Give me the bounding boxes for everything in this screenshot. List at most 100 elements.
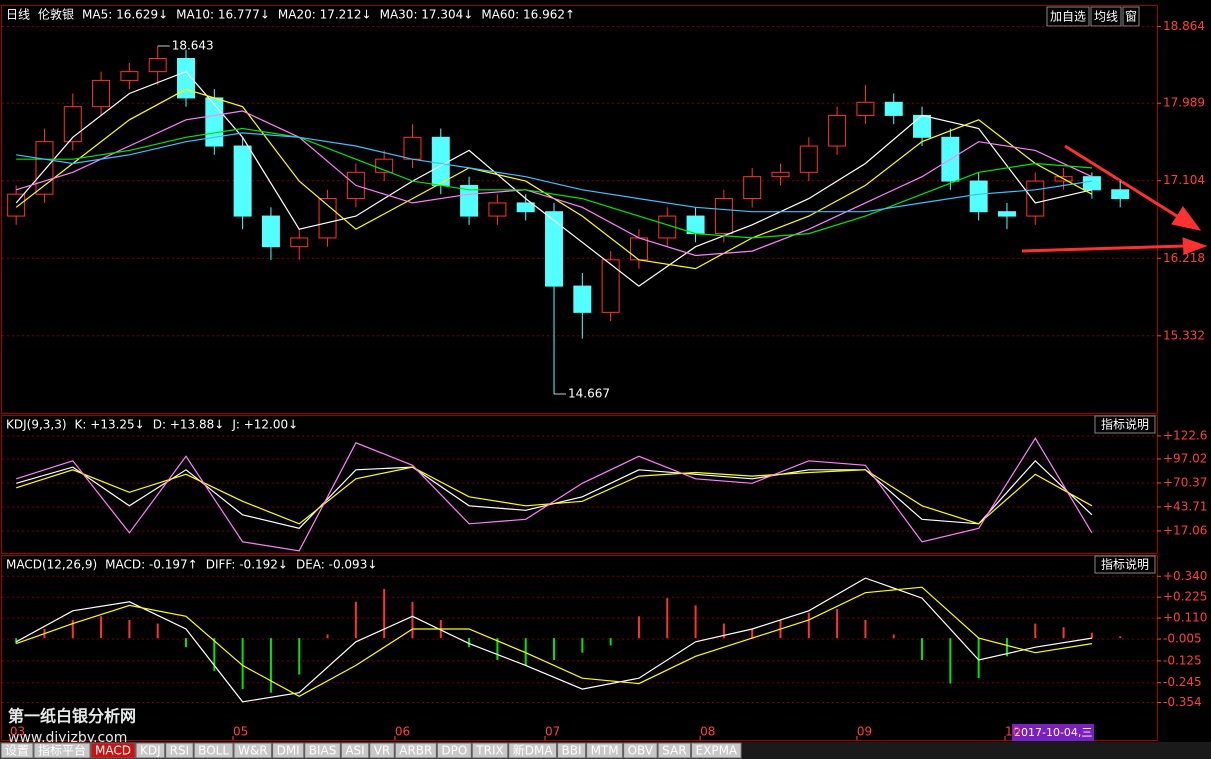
series-line	[16, 437, 1093, 552]
candle-body	[913, 114, 932, 138]
header-label: MA60: 16.962↑	[481, 8, 575, 22]
candle-body	[714, 198, 733, 235]
tab[interactable]	[557, 742, 587, 759]
candle-body	[601, 259, 620, 313]
button[interactable]	[1094, 415, 1156, 434]
tab[interactable]	[165, 742, 194, 759]
button[interactable]	[1046, 6, 1090, 27]
tab-label[interactable]: BOLL	[198, 744, 229, 758]
tab-label[interactable]: BBI	[562, 744, 582, 758]
tab-label[interactable]: 指标平台	[38, 743, 86, 758]
arrow-head	[1171, 206, 1202, 231]
tab[interactable]	[272, 742, 305, 759]
tab-label[interactable]: TRIX	[475, 744, 503, 758]
button[interactable]	[1090, 6, 1122, 27]
candle-body	[1111, 189, 1130, 200]
tab[interactable]	[193, 742, 234, 759]
tab-label[interactable]: KDJ	[140, 744, 161, 758]
tab-label[interactable]: OBV	[628, 744, 654, 758]
tab[interactable]	[233, 742, 273, 759]
low-annotation: 14.667	[568, 387, 610, 401]
x-tick-label: 07	[545, 725, 560, 739]
candle-body	[573, 285, 592, 313]
tab[interactable]	[586, 742, 624, 759]
tab-label[interactable]: MACD	[95, 744, 131, 758]
candle-body	[488, 202, 507, 217]
tab-label[interactable]: EXPMA	[696, 744, 738, 758]
y-tick-label: +97.02	[1163, 452, 1207, 466]
tab[interactable]	[508, 742, 558, 759]
x-tick-label: 08	[700, 725, 715, 739]
button-label[interactable]: 指标说明	[1101, 417, 1149, 432]
tab-label[interactable]: 新DMA	[513, 743, 554, 758]
tab[interactable]	[135, 742, 166, 759]
tab-label[interactable]: W&R	[238, 744, 268, 758]
tab[interactable]	[436, 742, 472, 759]
candle-body	[63, 106, 82, 143]
tab[interactable]	[340, 742, 370, 759]
button-label[interactable]: 均线	[1094, 10, 1118, 24]
tab-label[interactable]: RSI	[170, 744, 190, 758]
candle-body	[120, 71, 139, 81]
button-label[interactable]: 指标说明	[1101, 557, 1149, 572]
y-tick-label: 15.332	[1163, 328, 1205, 342]
tab[interactable]	[304, 742, 341, 759]
header-label: MA5: 16.629↓	[82, 8, 168, 22]
y-tick-label: +122.6	[1163, 428, 1207, 442]
header-label: 伦敦银	[38, 7, 74, 22]
candle-body	[545, 211, 564, 287]
tab[interactable]	[369, 742, 395, 759]
candle-body	[997, 211, 1016, 217]
series-line	[16, 586, 1092, 697]
tab[interactable]	[33, 742, 91, 759]
tab-label[interactable]: BIAS	[309, 744, 337, 758]
tab[interactable]	[394, 742, 437, 759]
tab-label[interactable]: MTM	[591, 744, 619, 758]
header-label: KDJ(9,3,3)	[6, 418, 67, 432]
candle-body	[35, 141, 54, 195]
tab[interactable]	[471, 742, 509, 759]
candle-body	[403, 136, 422, 160]
arrow-line	[1021, 244, 1186, 253]
button-label[interactable]: 加自选	[1050, 10, 1086, 24]
watermark-title: 第一纸白银分析网	[8, 707, 136, 726]
tab[interactable]	[623, 742, 658, 759]
tab-label[interactable]: VR	[374, 744, 391, 758]
candle-body	[1026, 180, 1045, 217]
candle-body	[884, 101, 903, 116]
header-label: K: +13.25↓	[75, 418, 145, 432]
tab-label[interactable]: ARBR	[399, 744, 432, 758]
candle-body	[261, 215, 280, 248]
x-tick-label: 03	[10, 725, 25, 739]
candle-body	[969, 180, 988, 213]
tab-label[interactable]: SAR	[662, 744, 686, 758]
series-line	[15, 70, 1093, 287]
panel-frames	[1, 5, 1158, 741]
candle-body	[771, 171, 790, 178]
tab-label[interactable]: ASI	[345, 744, 364, 758]
x-tick-label: 06	[395, 725, 410, 739]
tab[interactable]	[0, 742, 34, 759]
button[interactable]	[1094, 555, 1156, 574]
button[interactable]	[1122, 6, 1140, 27]
tab-label[interactable]: DMI	[277, 744, 300, 758]
tab[interactable]	[90, 742, 136, 759]
y-tick-label: +0.110	[1163, 611, 1207, 625]
header-label: MACD: -0.197↑	[105, 558, 198, 572]
tab-label[interactable]: 设置	[5, 744, 29, 758]
candle-body	[1082, 176, 1101, 191]
candle-body	[686, 215, 705, 235]
button-label[interactable]: 窗	[1125, 10, 1137, 24]
series-line	[16, 132, 1092, 213]
series-line	[16, 127, 1092, 239]
x-tick-label: 10	[1005, 725, 1020, 739]
tab[interactable]	[691, 742, 742, 759]
tab[interactable]	[657, 742, 692, 759]
toolbar: 加自选 均线 窗 指标说明 指标说明	[1046, 6, 1156, 574]
arrow-head	[1182, 237, 1208, 255]
y-tick-label: -0.245	[1163, 675, 1202, 689]
y-tick-label: +43.71	[1163, 499, 1207, 513]
y-tick-label: 17.104	[1163, 173, 1205, 187]
tab-label[interactable]: DPO	[441, 744, 467, 758]
